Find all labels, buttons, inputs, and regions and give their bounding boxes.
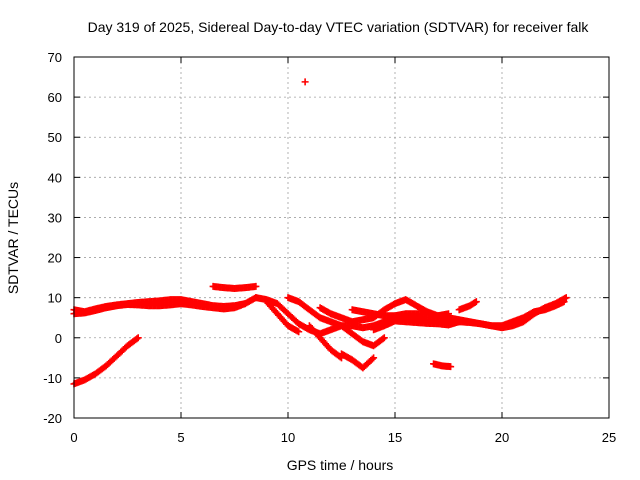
- y-axis: -20 -10 0 10 20 30 40 50 60 70: [43, 50, 609, 426]
- y-tick-label: 70: [48, 50, 62, 65]
- data-point: [471, 298, 479, 306]
- data-point: [560, 298, 568, 306]
- y-tick-label: -20: [43, 411, 62, 426]
- series-prn-n: [445, 298, 568, 330]
- x-tick-label: 15: [388, 430, 402, 445]
- y-tick-label: 40: [48, 170, 62, 185]
- x-tick-label: 0: [70, 430, 77, 445]
- data-point: [134, 334, 142, 342]
- data-point: [447, 363, 455, 371]
- data-point: [241, 300, 249, 308]
- y-tick-label: 50: [48, 130, 62, 145]
- plot-frame: [73, 56, 610, 419]
- data-point: [295, 328, 303, 336]
- series-prn-j: [338, 350, 378, 372]
- series-prn-h: [305, 322, 345, 362]
- data-point: [368, 355, 376, 363]
- x-tick-label: 25: [602, 430, 616, 445]
- x-axis-label: GPS time / hours: [287, 457, 394, 473]
- data-point: [380, 334, 388, 342]
- x-tick-label: 20: [495, 430, 509, 445]
- chart-title: Day 319 of 2025, Sidereal Day-to-day VTE…: [88, 19, 590, 35]
- series-prn-d: [209, 282, 260, 292]
- series-prn-m: [430, 360, 455, 371]
- series-prn-k: [348, 306, 452, 320]
- data-point: [379, 335, 387, 343]
- series-prn-g: [284, 294, 388, 350]
- series-prn-o: [455, 298, 480, 314]
- y-tick-label: -10: [43, 371, 62, 386]
- y-tick-label: 0: [55, 331, 62, 346]
- y-tick-label: 60: [48, 90, 62, 105]
- data-point: [133, 335, 141, 343]
- x-tick-label: 5: [177, 430, 184, 445]
- data-point: [301, 78, 309, 86]
- data-point: [370, 354, 378, 362]
- data-point: [562, 294, 570, 302]
- x-axis: 0 5 10 15 20 25: [70, 57, 616, 445]
- data-points: [70, 78, 570, 388]
- data-point: [472, 298, 480, 306]
- y-tick-label: 30: [48, 210, 62, 225]
- grid: [74, 57, 609, 418]
- y-tick-label: 20: [48, 251, 62, 266]
- data-point: [252, 282, 260, 290]
- x-tick-label: 10: [281, 430, 295, 445]
- series-outlier: [301, 78, 309, 86]
- y-tick-label: 10: [48, 291, 62, 306]
- y-axis-label: SDTVAR / TECUs: [5, 182, 21, 294]
- series-prn-c: [70, 334, 142, 388]
- series-prn-f: [263, 298, 303, 336]
- series-prn-b: [70, 300, 249, 318]
